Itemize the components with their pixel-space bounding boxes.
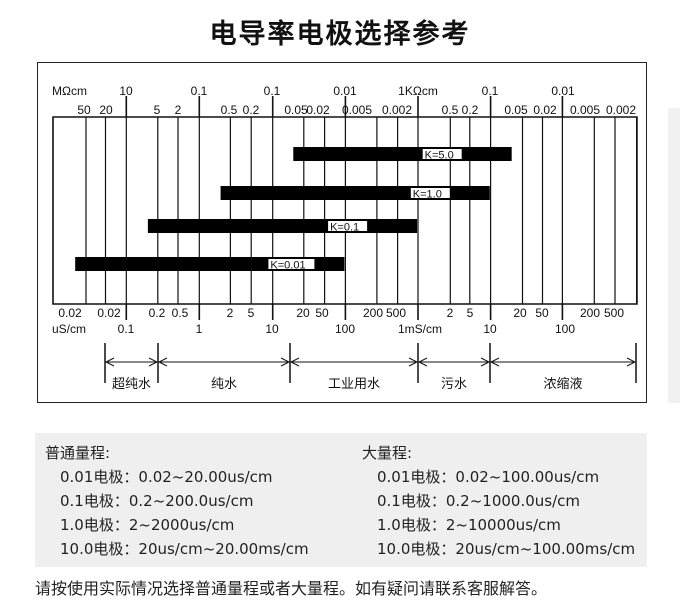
top-axis-sublabel: 0.005 [342,103,372,117]
normal-range-heading: 普通量程: [45,444,111,462]
region-label: 超纯水 [112,377,151,392]
arrow-head-left [417,357,428,367]
electrode-label: K=0.01 [270,260,305,272]
bottom-axis-label: 2 [447,306,454,320]
electrode-label: K=5.0 [425,150,454,162]
top-axis-label: 0.1 [191,84,208,98]
top-axis-sublabel: 0.05 [284,103,308,117]
side-panel-edge [668,108,680,403]
electrode-label: K=1.0 [413,189,442,201]
region-label: 污水 [441,377,467,392]
top-axis-sublabel: 0.02 [306,103,330,117]
bottom-axis-sublabel: uS/cm [52,322,86,336]
top-axis-sublabel: 0.02 [533,103,557,117]
top-axis-sublabel: 5 [154,103,161,117]
large-range-item: 10.0电极：20us/cm~100.00ms/cm [377,540,636,558]
top-axis-sublabel: 2 [175,103,182,117]
arrow-head-right [408,357,419,367]
large-range-item: 0.1电极：0.2~1000.0us/cm [377,492,580,510]
bottom-axis-label: 5 [248,306,255,320]
top-axis-label: 0.1 [482,84,499,98]
normal-range-item: 10.0电极：20us/cm~20.00ms/cm [60,540,309,558]
bottom-axis-label: 20 [513,306,527,320]
bottom-axis-label: 5 [467,306,474,320]
bottom-axis-label: 200 [580,306,600,320]
large-range-column: 大量程: 0.01电极：0.02~100.00us/cm 0.1电极：0.2~1… [362,441,635,561]
bottom-axis-sublabel: 1mS/cm [398,322,442,336]
bottom-axis-sublabel: 0.1 [118,322,135,336]
large-range-heading: 大量程: [362,444,413,462]
bottom-axis-label: 50 [315,306,329,320]
arrow-head-left [157,357,168,367]
top-axis-sublabel: 0.5 [442,103,459,117]
bottom-axis-sublabel: 100 [555,322,575,336]
electrode-bar [293,147,512,161]
bottom-axis-label: 50 [535,306,549,320]
top-axis-sublabel: 0.2 [462,103,479,117]
top-axis-label: 10 [119,84,133,98]
top-axis-sublabel: 0.2 [243,103,260,117]
diagram-frame [37,62,647,403]
electrode-label: K=0.1 [330,222,359,234]
range-panel: 普通量程: 0.01电极：0.02~20.00us/cm 0.1电极：0.2~2… [35,433,647,567]
bottom-axis-sublabel: 10 [265,322,279,336]
top-axis-sublabel: 0.002 [606,103,636,117]
normal-range-column: 普通量程: 0.01电极：0.02~20.00us/cm 0.1电极：0.2~2… [45,441,309,561]
top-axis-label: 1KΩcm [398,84,438,98]
top-axis-label: 0.1 [264,84,281,98]
normal-range-item: 0.01电极：0.02~20.00us/cm [60,468,273,486]
electrode-label-bg [422,149,462,159]
top-axis-label: 0.01 [333,84,357,98]
bottom-axis-sublabel: 1 [196,322,203,336]
electrode-label-bg [410,188,450,198]
top-axis-sublabel: 20 [99,103,113,117]
arrow-head-right [480,357,491,367]
top-axis-sublabel: 0.005 [570,103,600,117]
arrow-head-left [104,357,115,367]
electrode-label-bg [268,259,315,269]
bottom-axis-label: 500 [604,306,624,320]
bottom-axis-label: 0.02 [58,306,82,320]
normal-range-item: 1.0电极：2~2000us/cm [60,516,235,534]
electrode-bar [147,219,418,233]
top-axis-label: MΩcm [52,84,87,98]
arrow-head-left [489,357,500,367]
bottom-axis-label: 200 [363,306,383,320]
bottom-axis-label: 0.2 [149,306,166,320]
region-label: 工业用水 [328,377,380,392]
region-label: 浓缩液 [543,376,582,392]
top-axis-sublabel: 0.002 [382,103,412,117]
electrode-label-bg [328,221,368,231]
large-range-item: 0.01电极：0.02~100.00us/cm [377,468,600,486]
bottom-axis-sublabel: 100 [335,322,355,336]
region-label: 纯水 [211,377,237,392]
bottom-axis-label: 0.02 [97,306,121,320]
arrow-head-right [280,357,291,367]
top-axis-sublabel: 0.5 [221,103,238,117]
top-axis-sublabel: 50 [77,103,91,117]
bottom-axis-label: 0.5 [172,306,189,320]
arrow-head-right [148,357,159,367]
bottom-axis-sublabel: 10 [483,322,497,336]
arrow-head-left [289,357,300,367]
top-axis-label: 0.01 [551,84,575,98]
bottom-axis-label: 20 [296,306,310,320]
page-title: 电导率电极选择参考 [209,19,471,50]
footer-note: 请按使用实际情况选择普通量程或者大量程。如有疑问请联系客服解答。 [35,579,548,598]
bottom-axis-label: 500 [386,306,406,320]
large-range-item: 1.0电极：2~10000us/cm [377,516,561,534]
normal-range-item: 0.1电极：0.2~200.0us/cm [60,492,254,510]
arrow-head-right [626,357,637,367]
top-axis-sublabel: 0.05 [504,103,528,117]
bottom-axis-label: 2 [227,306,234,320]
